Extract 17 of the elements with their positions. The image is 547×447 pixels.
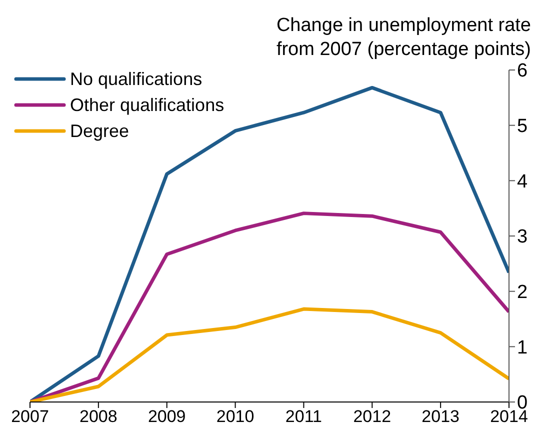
x-tick-label: 2012: [353, 407, 392, 426]
legend-label: Other qualifications: [70, 94, 224, 117]
y-tick-label: 4: [517, 171, 528, 192]
legend-label: No qualifications: [70, 68, 202, 91]
x-tick-label: 2009: [148, 407, 186, 426]
y-tick-label: 5: [517, 116, 528, 138]
x-tick-label: 2013: [422, 407, 460, 426]
y-axis-title: Change in unemployment rate from 2007 (percentage points): [275, 14, 531, 62]
y-tick-label: 2: [517, 282, 528, 304]
y-tick-label: 3: [517, 226, 528, 248]
y-tick-label: 6: [517, 60, 528, 82]
y-tick-label: 1: [517, 337, 528, 358]
x-tick-label: 2011: [285, 407, 322, 426]
x-tick-label: 2010: [216, 407, 254, 426]
legend-label: Degree: [70, 120, 130, 143]
x-tick-label: 2007: [11, 407, 49, 426]
x-tick-label: 2008: [80, 407, 118, 426]
